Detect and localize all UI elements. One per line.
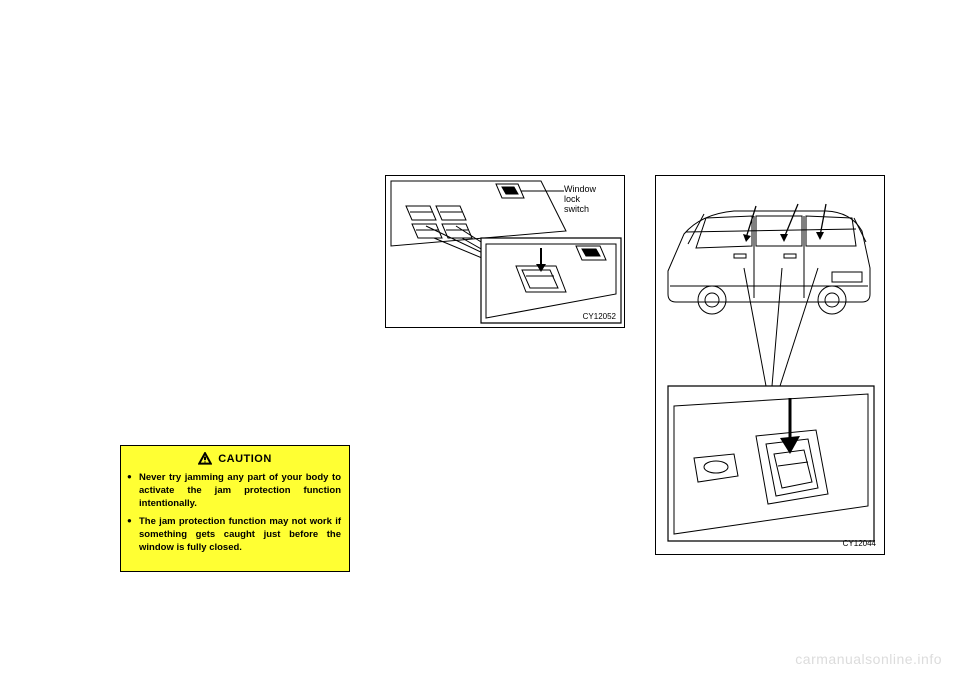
watermark: carmanualsonline.info: [795, 651, 942, 667]
figure-vehicle-window-switches: CY12044: [655, 175, 885, 555]
figure-code: CY12044: [843, 539, 876, 548]
caution-title: CAUTION: [218, 453, 272, 465]
column-middle: Window lock switch CY12052: [385, 175, 625, 639]
caution-item: The jam protection function may not work…: [129, 516, 341, 554]
vehicle-switch-illustration: [656, 176, 886, 556]
warning-triangle-icon: [198, 452, 212, 466]
figure-label-window-lock-switch: Window lock switch: [564, 185, 596, 215]
manual-page: CAUTION Never try jamming any part of yo…: [0, 0, 960, 679]
column-right: CY12044: [655, 175, 890, 639]
column-left: CAUTION Never try jamming any part of yo…: [120, 175, 355, 639]
figure-window-lock-switch: Window lock switch CY12052: [385, 175, 625, 328]
caution-item: Never try jamming any part of your body …: [129, 472, 341, 510]
caution-list: Never try jamming any part of your body …: [121, 470, 349, 571]
figure-code: CY12052: [583, 312, 616, 321]
caution-box: CAUTION Never try jamming any part of yo…: [120, 445, 350, 572]
column-layout: CAUTION Never try jamming any part of yo…: [120, 175, 890, 639]
caution-header: CAUTION: [121, 446, 349, 470]
